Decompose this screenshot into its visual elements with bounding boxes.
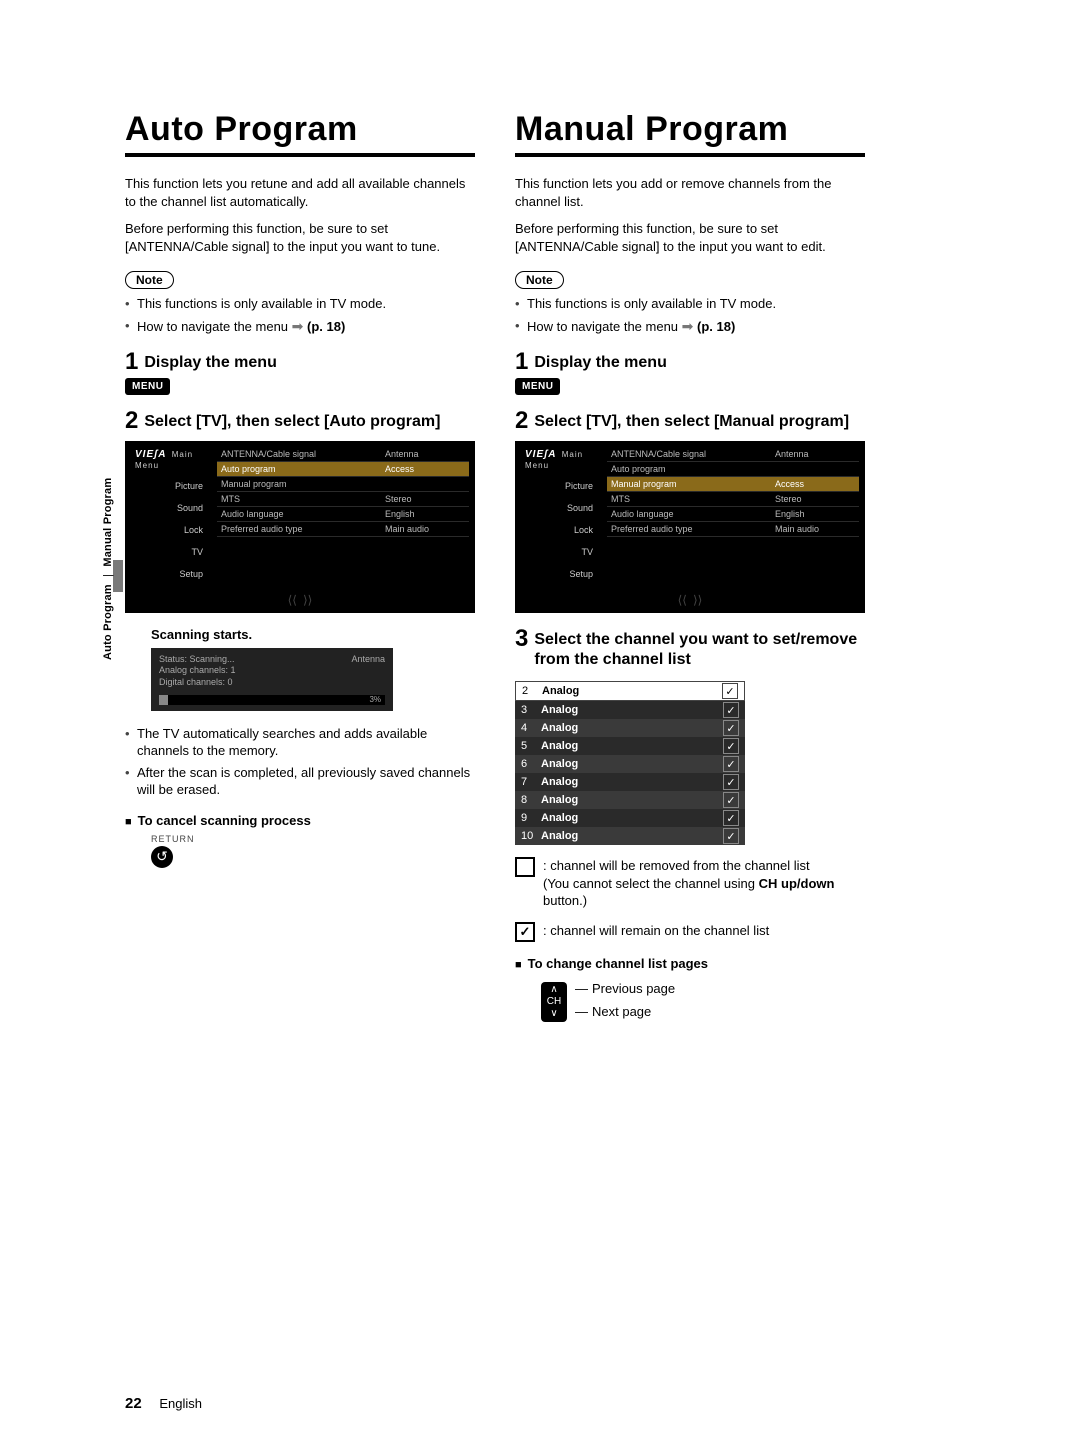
next-page-label: Next page — [592, 1000, 651, 1023]
return-label: RETURN — [151, 834, 475, 844]
side-label-sep: | — [102, 570, 114, 581]
cancel-title: ■To cancel scanning process — [125, 813, 475, 828]
right-intro1: This function lets you add or remove cha… — [515, 175, 865, 210]
right-step3: 3 Select the channel you want to set/rem… — [515, 627, 865, 846]
left-step1: 1 Display the menu MENU — [125, 350, 475, 395]
scan-progress-bar: 3% — [159, 695, 385, 705]
channel-row: 4Analog ✓ — [515, 719, 745, 737]
change-title-text: To change channel list pages — [528, 956, 708, 971]
side-tab — [113, 560, 123, 592]
channel-row: 9Analog ✓ — [515, 809, 745, 827]
step-num: 3 — [515, 627, 528, 651]
left-intro1: This function lets you retune and add al… — [125, 175, 475, 210]
left-intro2: Before performing this function, be sure… — [125, 220, 475, 255]
scan-pct: 3% — [369, 695, 381, 704]
channel-row: 5Analog ✓ — [515, 737, 745, 755]
right-step2: 2 Select [TV], then select [Manual progr… — [515, 409, 865, 613]
tv-menu-screenshot: VIEʃA Main Menu PictureSoundLockTVSetup … — [515, 441, 865, 613]
side-label: Auto Program | Manual Program — [102, 478, 114, 660]
channel-row: 3Analog ✓ — [515, 701, 745, 719]
channel-row: 8Analog ✓ — [515, 791, 745, 809]
menu-button-icon: MENU — [125, 378, 170, 395]
left-after2: After the scan is completed, all previou… — [125, 764, 475, 799]
left-note-ref: (p. 18) — [307, 319, 345, 334]
legend-keep-text: channel will remain on the channel list — [550, 923, 769, 938]
step-title: Display the menu — [534, 353, 666, 374]
scanning-title: Scanning starts. — [151, 627, 475, 642]
channel-row: 7Analog ✓ — [515, 773, 745, 791]
channel-row: 10Analog ✓ — [515, 827, 745, 845]
side-label-part2: Manual Program — [102, 478, 114, 567]
ch-button-icon: ∧CH∨ — [541, 982, 567, 1022]
return-button-icon: ↺ — [151, 846, 173, 868]
step-num: 1 — [125, 350, 138, 374]
footer: 22 English — [125, 1395, 202, 1412]
legend-keep: ✓ : channel will remain on the channel l… — [515, 922, 865, 942]
legend-remove-c: button.) — [543, 893, 587, 908]
left-after1: The TV automatically searches and adds a… — [125, 725, 475, 760]
right-note-b2a: How to navigate the menu — [527, 319, 682, 334]
unchecked-box-icon — [515, 857, 535, 877]
change-title: ■To change channel list pages — [515, 956, 865, 971]
menu-button-icon: MENU — [515, 378, 560, 395]
footer-lang: English — [159, 1396, 202, 1411]
channel-row: 6Analog ✓ — [515, 755, 745, 773]
right-note-ref: (p. 18) — [697, 319, 735, 334]
step-title: Select [TV], then select [Auto program] — [144, 412, 440, 433]
page-number: 22 — [125, 1395, 142, 1412]
left-column: Auto Program This function lets you retu… — [125, 110, 475, 1024]
left-title: Auto Program — [125, 110, 475, 149]
scan-antenna: Antenna — [351, 654, 385, 689]
step-title: Select [TV], then select [Manual program… — [534, 412, 849, 433]
legend-remove-a: channel will be removed from the channel… — [550, 858, 809, 873]
right-title-rule — [515, 153, 865, 157]
right-note-b2: How to navigate the menu ➡ (p. 18) — [515, 317, 865, 336]
right-step1: 1 Display the menu MENU — [515, 350, 865, 395]
scan-box: Status: Scanning... Analog channels: 1 D… — [151, 648, 393, 711]
arrow-icon: ➡ — [682, 318, 694, 334]
step-num: 2 — [515, 409, 528, 433]
arrow-icon: ➡ — [292, 318, 304, 334]
step-num: 1 — [515, 350, 528, 374]
tv-menu-screenshot: VIEʃA Main Menu PictureSoundLockTVSetup … — [125, 441, 475, 613]
page: Auto Program | Manual Program Auto Progr… — [0, 0, 1080, 1456]
scan-digital: Digital channels: 0 — [159, 677, 236, 689]
right-title: Manual Program — [515, 110, 865, 149]
side-label-part1: Auto Program — [102, 584, 114, 660]
channel-row: 2Analog ✓ — [515, 681, 745, 701]
left-step2: 2 Select [TV], then select [Auto program… — [125, 409, 475, 613]
right-note-label: Note — [515, 271, 564, 289]
step-num: 2 — [125, 409, 138, 433]
ch-prev-row: ∧CH∨ —Previous page —Next page — [515, 977, 865, 1024]
right-note-b1: This functions is only available in TV m… — [515, 295, 865, 313]
right-column: Manual Program This function lets you ad… — [515, 110, 865, 1024]
scan-status: Status: Scanning... — [159, 654, 236, 666]
legend-remove: : channel will be removed from the chann… — [515, 857, 865, 910]
left-note-b1: This functions is only available in TV m… — [125, 295, 475, 313]
step-title: Display the menu — [144, 353, 276, 374]
left-note-b2: How to navigate the menu ➡ (p. 18) — [125, 317, 475, 336]
channel-list: 2Analog ✓ 3Analog ✓ 4Analog ✓ 5Analog ✓ … — [515, 681, 745, 845]
legend-remove-b: (You cannot select the channel using — [543, 876, 759, 891]
left-note-b2a: How to navigate the menu — [137, 319, 292, 334]
step-title: Select the channel you want to set/remov… — [534, 630, 865, 672]
left-note-label: Note — [125, 271, 174, 289]
right-intro2: Before performing this function, be sure… — [515, 220, 865, 255]
cancel-title-text: To cancel scanning process — [138, 813, 311, 828]
scan-analog: Analog channels: 1 — [159, 665, 236, 677]
prev-page-label: Previous page — [592, 977, 675, 1000]
left-title-rule — [125, 153, 475, 157]
checked-box-icon: ✓ — [515, 922, 535, 942]
legend-remove-bold: CH up/down — [759, 876, 835, 891]
